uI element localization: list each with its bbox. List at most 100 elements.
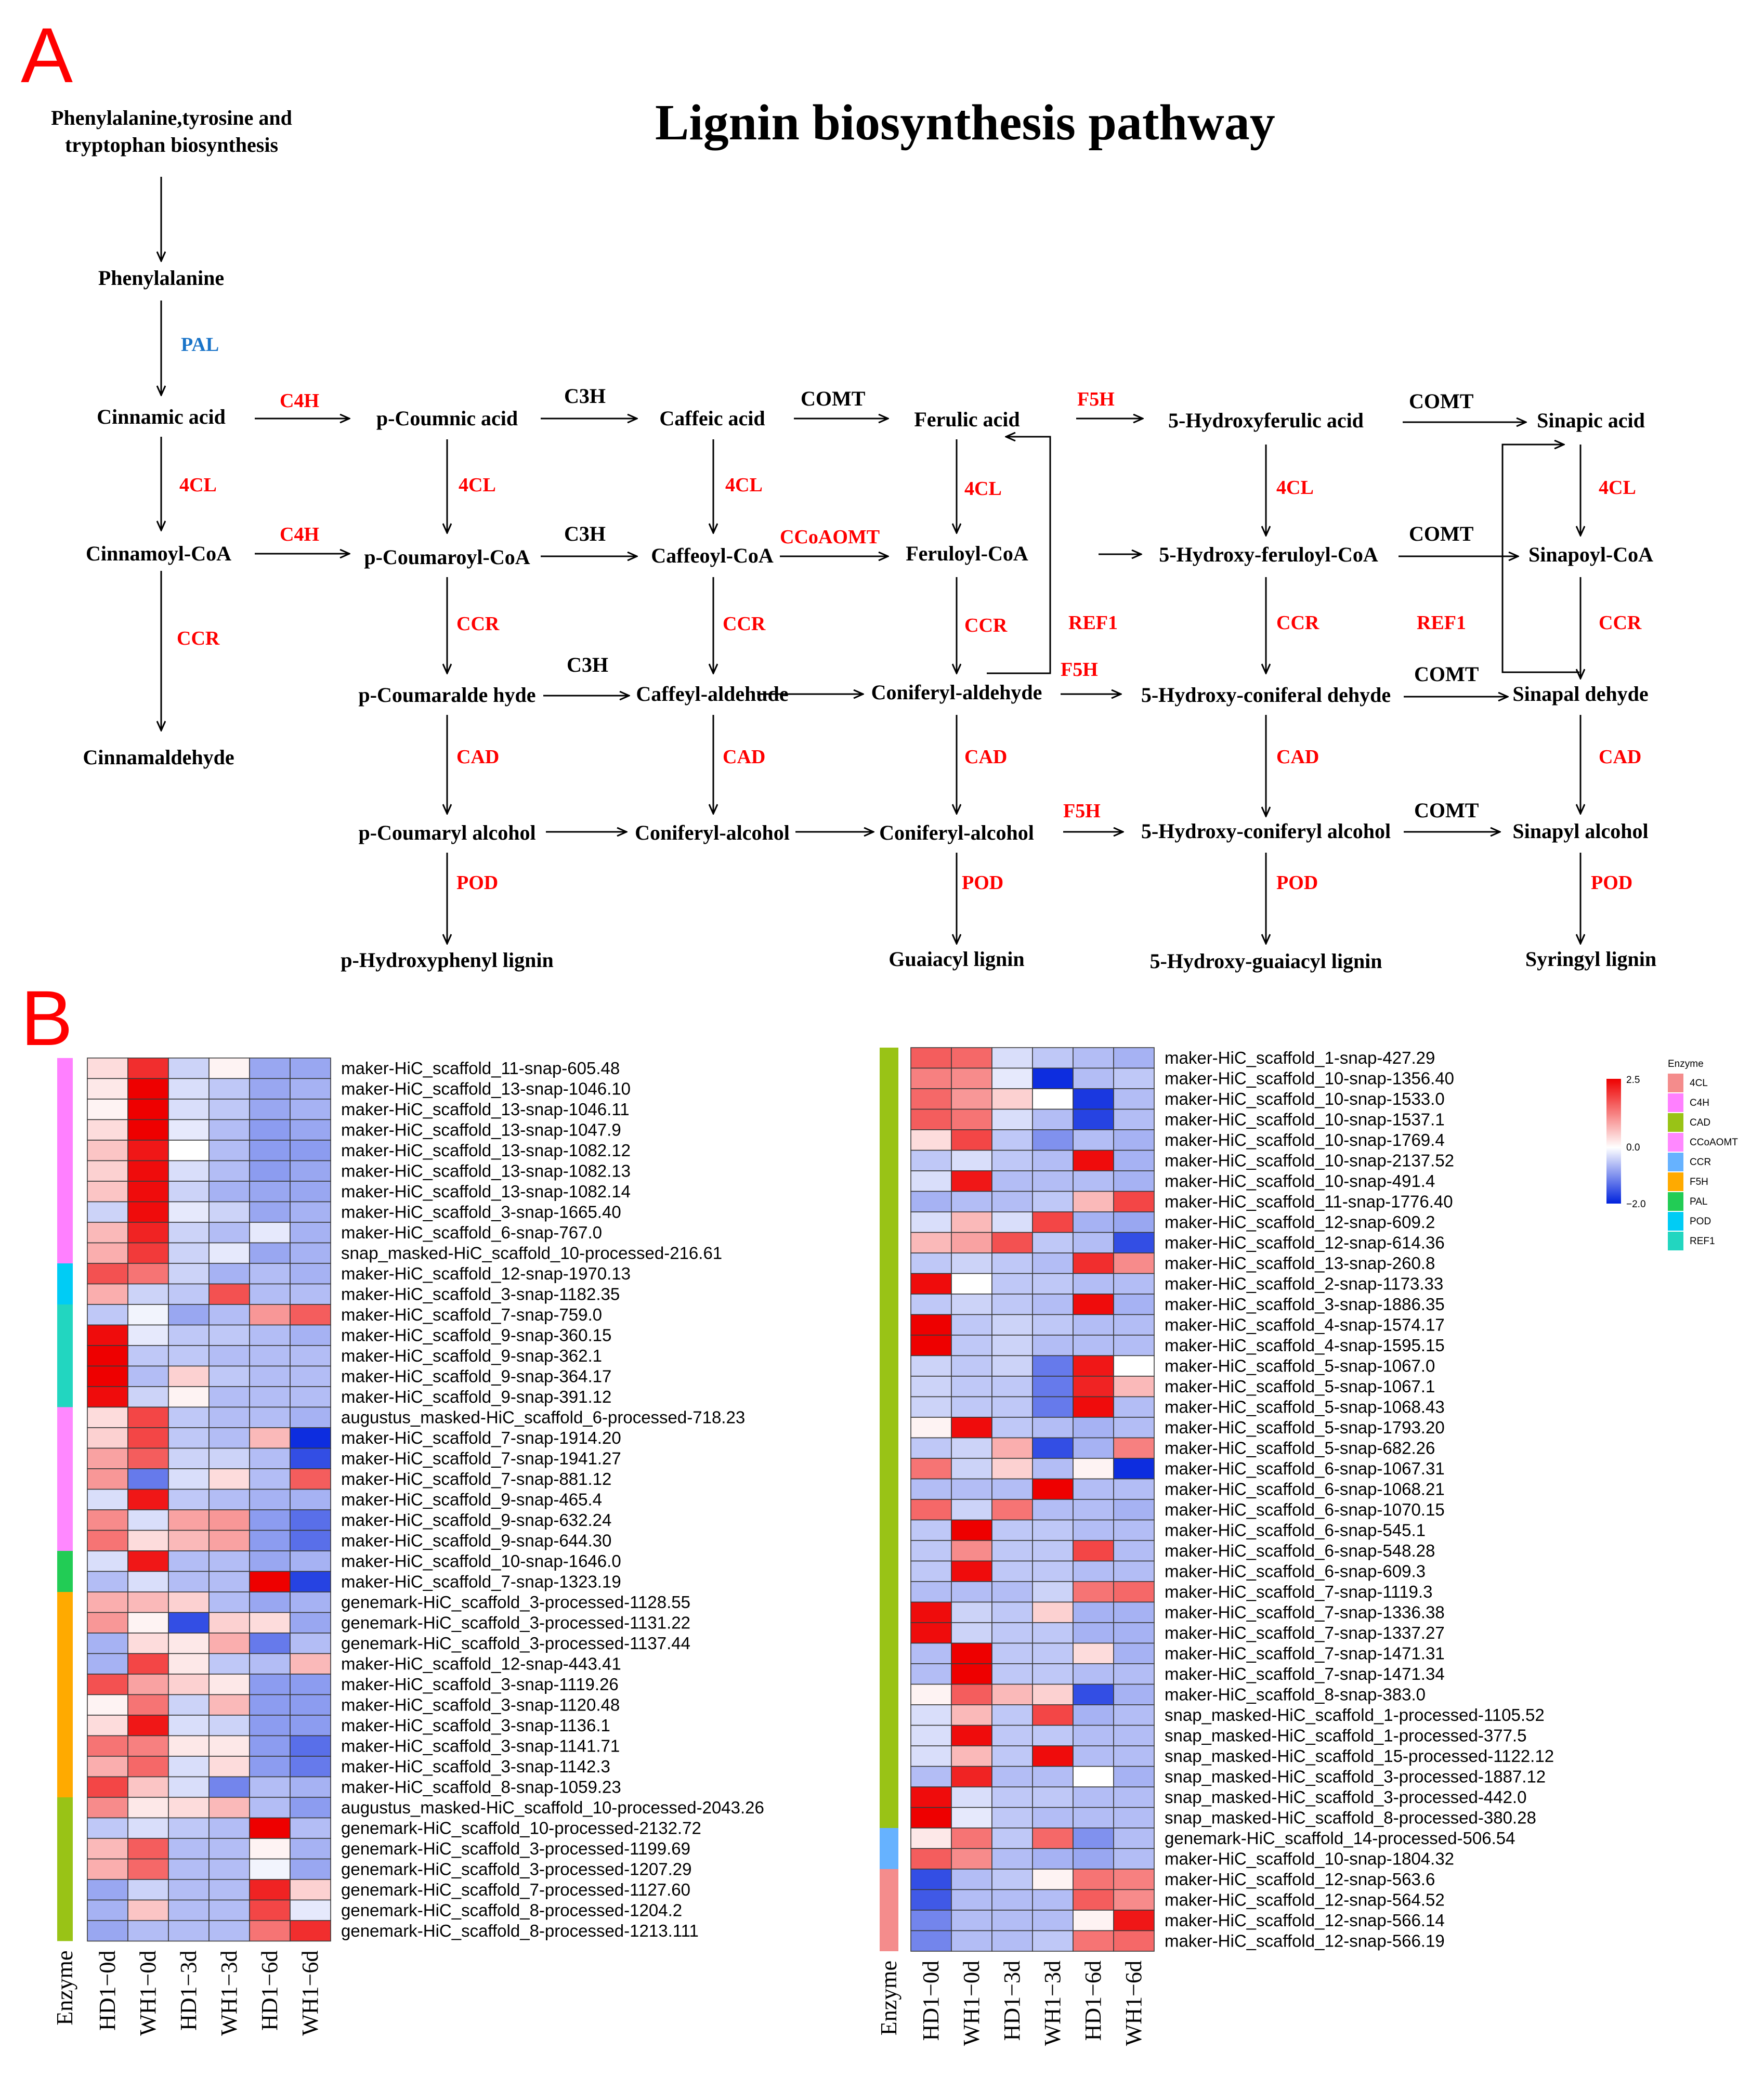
heatmap-cell: [127, 1468, 169, 1490]
heatmap-cell: [87, 1242, 128, 1264]
heatmap-cell: [910, 1417, 952, 1439]
heatmap-cell: [1032, 1047, 1074, 1069]
heatmap-cell: [951, 1108, 992, 1130]
heatmap-cell: [290, 1530, 331, 1551]
heatmap-cell: [910, 1910, 952, 1931]
gene-label: snap_masked-HiC_scaffold_8-processed-380…: [1165, 1808, 1536, 1827]
legend-label-ccoaomt: CCoAOMT: [1690, 1137, 1738, 1148]
gene-label: maker-HiC_scaffold_8-snap-1059.23: [341, 1777, 621, 1796]
scale-max-label: 2.5: [1626, 1075, 1640, 1086]
heatmap-cell: [127, 1447, 169, 1469]
heatmap-cell: [208, 1756, 250, 1778]
heatmap-cell: [249, 1140, 291, 1161]
heatmap-cell: [991, 1437, 1033, 1459]
column-label: WH1−3d: [1040, 1961, 1065, 2046]
heatmap-cell: [910, 1519, 952, 1541]
heatmap-cell: [87, 1181, 128, 1203]
heatmap-cell: [249, 1776, 291, 1798]
heatmap-cell: [249, 1550, 291, 1572]
heatmap-cell: [951, 1807, 992, 1829]
heatmap-cell: [168, 1283, 210, 1305]
enzyme-4cl-3: 4CL: [725, 474, 763, 496]
heatmap-cell: [168, 1447, 210, 1469]
heatmap-cell: [1073, 1704, 1114, 1726]
heatmap-cell: [951, 1683, 992, 1705]
heatmap-cell: [168, 1345, 210, 1367]
heatmap-cell: [951, 1129, 992, 1151]
heatmap-cell: [127, 1633, 169, 1654]
scale-mid-label: 0.0: [1626, 1142, 1640, 1153]
node-p-hydroxyphenyl-lignin: p-Hydroxyphenyl lignin: [341, 948, 553, 972]
heatmap-cell: [1113, 1848, 1155, 1870]
heatmap-cell: [910, 1376, 952, 1398]
heatmap-cell: [249, 1899, 291, 1921]
gene-label: snap_masked-HiC_scaffold_3-processed-442…: [1165, 1787, 1526, 1807]
enzyme-bar-ccr: [880, 1828, 898, 1869]
heatmap-cell: [910, 1396, 952, 1418]
heatmap-cell: [1113, 1191, 1155, 1212]
heatmap-cell: [991, 1930, 1033, 1952]
gene-label: augustus_masked-HiC_scaffold_6-processed…: [341, 1407, 745, 1427]
heatmap-cell: [991, 1108, 1033, 1130]
heatmap-cell: [1113, 1889, 1155, 1911]
color-scale-bar: [1606, 1079, 1621, 1204]
heatmap-cell: [1032, 1930, 1074, 1952]
legend-label-f5h: F5H: [1690, 1177, 1708, 1187]
heatmap-cell: [1032, 1067, 1074, 1089]
gene-label: maker-HiC_scaffold_3-snap-1142.3: [341, 1757, 610, 1776]
heatmap-cell: [249, 1879, 291, 1901]
heatmap-cell: [168, 1530, 210, 1551]
heatmap-cell: [991, 1232, 1033, 1254]
heatmap-cell: [87, 1899, 128, 1921]
heatmap-cell: [290, 1447, 331, 1469]
heatmap-cell: [1032, 1827, 1074, 1849]
heatmap-cell: [991, 1642, 1033, 1664]
heatmap-cell: [208, 1817, 250, 1839]
gene-label: maker-HiC_scaffold_13-snap-1082.13: [341, 1161, 631, 1180]
heatmap-cell: [910, 1335, 952, 1356]
heatmap-cell: [168, 1468, 210, 1490]
heatmap-cell: [951, 1170, 992, 1192]
heatmap-cell: [127, 1365, 169, 1387]
gene-label: maker-HiC_scaffold_7-snap-1914.20: [341, 1428, 621, 1447]
heatmap-cell: [951, 1519, 992, 1541]
gene-label: maker-HiC_scaffold_8-snap-383.0: [1165, 1685, 1426, 1704]
node-5-hydroxy-feruloyl-coa: 5-Hydroxy-feruloyl-CoA: [1159, 543, 1378, 566]
heatmap-cell: [168, 1797, 210, 1819]
legend-label-c4h: C4H: [1690, 1098, 1709, 1108]
heatmap-cell: [87, 1509, 128, 1531]
panel-a: A Lignin biosynthesis pathway: [21, 11, 1656, 973]
heatmap-cell: [290, 1119, 331, 1141]
node-p-coumaryl-alcohol: p-Coumaryl alcohol: [358, 821, 535, 844]
heatmap-cell: [127, 1140, 169, 1161]
heatmap-cell: [1073, 1683, 1114, 1705]
heatmap-cell: [1073, 1232, 1114, 1254]
heatmap-cell: [127, 1181, 169, 1203]
heatmap-cell: [87, 1078, 128, 1100]
heatmap-cell: [87, 1304, 128, 1326]
node-caffeoyl-coa: Caffeoyl-CoA: [651, 544, 774, 567]
heatmap-cell: [249, 1283, 291, 1305]
heatmap-cell: [87, 1715, 128, 1736]
heatmap-cell: [910, 1704, 952, 1726]
heatmap-cell: [991, 1786, 1033, 1808]
heatmap-cell: [168, 1858, 210, 1880]
column-label: WH1−6d: [1121, 1961, 1146, 2046]
heatmap-cell: [249, 1427, 291, 1449]
heatmap-cell: [290, 1838, 331, 1860]
heatmap-cell: [87, 1057, 128, 1079]
enzyme-bar-c4h: [57, 1058, 73, 1263]
enzyme-bar-ccoaomt: [57, 1407, 73, 1551]
enzyme-ccoaomt: CCoAOMT: [780, 526, 880, 548]
heatmap-cell: [127, 1509, 169, 1531]
heatmap-cell: [127, 1242, 169, 1264]
enzyme-4cl-2: 4CL: [459, 474, 496, 496]
heatmap-cell: [951, 1273, 992, 1295]
heatmap-cell: [249, 1509, 291, 1531]
legend-swatch-ref1: [1668, 1232, 1683, 1250]
heatmap-cell: [1113, 1088, 1155, 1110]
heatmap-cell: [951, 1560, 992, 1582]
heatmap-cell: [208, 1694, 250, 1716]
heatmap-cell: [290, 1509, 331, 1531]
enzyme-comt-5: COMT: [1414, 799, 1479, 822]
